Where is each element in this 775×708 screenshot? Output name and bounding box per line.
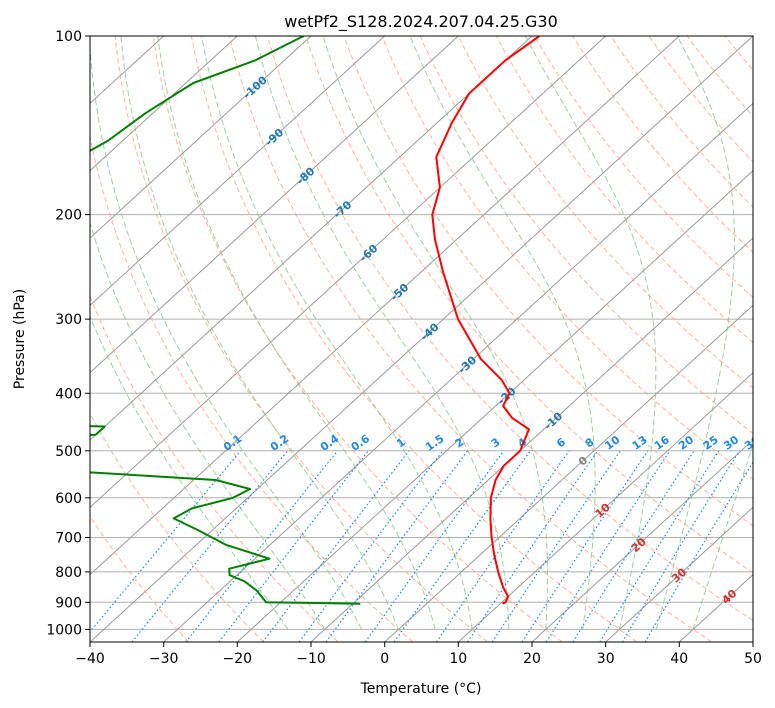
moist-adiabat-line — [409, 36, 596, 630]
moist-adiabat-line — [157, 36, 436, 630]
isotherm-line — [90, 36, 386, 307]
isotherm-line — [90, 36, 312, 239]
dry-adiabat-line — [495, 36, 753, 344]
x-tick-label: −10 — [296, 651, 326, 667]
moist-adiabat-line — [524, 36, 657, 630]
dry-adiabat-line — [190, 36, 638, 642]
y-tick-label: 500 — [55, 444, 82, 460]
isotherm-line — [90, 36, 607, 509]
y-tick-label: 700 — [55, 531, 82, 547]
x-tick-label: 30 — [597, 651, 615, 667]
mixing-ratio-line — [572, 450, 695, 642]
y-tick-label: 400 — [55, 386, 82, 402]
y-tick-label: 100 — [55, 29, 82, 45]
isotherm-line — [163, 102, 753, 642]
isotherm-line — [90, 36, 238, 172]
mixing-ratio-label: 36 — [742, 433, 762, 453]
mixing-ratio-line — [644, 460, 753, 642]
dry-adiabat-line — [90, 515, 190, 642]
mixing-ratio-line — [621, 450, 740, 642]
y-axis-title: Pressure (hPa) — [12, 289, 28, 389]
dry-adiabat-line — [457, 36, 753, 389]
dewpoint-profile-line — [90, 36, 361, 605]
dry-adiabat-line — [381, 36, 753, 481]
y-tick-label: 600 — [55, 491, 82, 507]
dry-adiabat-line — [229, 36, 712, 642]
mixing-ratio-line — [545, 450, 671, 642]
isotherm-line — [457, 371, 753, 642]
x-tick-label: 0 — [380, 651, 389, 667]
x-tick-label: 50 — [744, 651, 762, 667]
x-tick-label: −20 — [223, 651, 253, 667]
dry-adiabat-line — [267, 36, 753, 622]
x-tick-label: −30 — [149, 651, 179, 667]
isotherm-line — [605, 506, 753, 642]
y-tick-label: 1000 — [46, 622, 82, 638]
dry-adiabat-line — [343, 36, 753, 527]
x-tick-label: 40 — [670, 651, 688, 667]
x-axis: −40 −30 −20 −10 0 10 20 30 40 50 — [75, 642, 762, 667]
mixing-ratio-line — [131, 450, 289, 642]
x-tick-label: −40 — [75, 651, 105, 667]
mixing-ratio-line — [364, 450, 505, 642]
moist-adiabat-line — [322, 36, 548, 630]
mixing-ratio-line — [185, 450, 339, 642]
isotherm-line — [384, 304, 753, 642]
x-tick-label: 10 — [449, 651, 467, 667]
x-tick-label: 20 — [523, 651, 541, 667]
dry-adiabat-line — [419, 36, 753, 435]
moist-adiabat-line — [254, 36, 510, 630]
mixing-ratio-line — [467, 450, 599, 642]
isotherm-line — [90, 36, 753, 642]
mixing-ratio-line — [90, 450, 242, 633]
y-tick-label: 300 — [55, 312, 82, 328]
dry-adiabat-line — [648, 36, 753, 163]
dry-adiabat-line — [114, 36, 488, 642]
plot-area: 0.1 0.2 0.4 0.6 1 1.5 2 3 4 6 8 10 13 16 20 25 30 36-100-… — [90, 36, 762, 642]
y-tick-label: 900 — [55, 595, 82, 611]
dry-adiabat-line — [610, 36, 753, 208]
mixing-ratio-line — [599, 450, 720, 642]
isotherm-line — [90, 36, 459, 374]
mixing-ratio-line — [218, 450, 369, 642]
moist-adiabat-line — [120, 36, 399, 630]
x-axis-title: Temperature (°C) — [360, 681, 482, 697]
dry-adiabat-line — [305, 36, 753, 574]
isotherm-line — [90, 36, 533, 441]
dry-adiabat-line — [90, 294, 339, 642]
mixing-ratio-line — [262, 450, 410, 642]
moist-adiabat-line — [90, 39, 363, 630]
y-tick-label: 200 — [55, 208, 82, 224]
y-axis: 100 200 300 400 500 600 700 800 900 1000 — [46, 29, 90, 638]
moist-adiabat-line — [90, 314, 289, 630]
plot-frame — [89, 35, 754, 643]
isotherm-line — [531, 439, 753, 642]
chart-title: wetPf2_S128.2024.207.04.25.G30 — [284, 12, 558, 32]
moist-adiabat-line — [201, 36, 473, 630]
y-tick-label: 800 — [55, 565, 82, 581]
isotherm-line — [90, 36, 680, 576]
temperature-profile-line — [431, 36, 540, 605]
mixing-ratio-line — [393, 450, 531, 642]
isotherm-line — [236, 169, 753, 642]
moist-adiabat-line — [90, 220, 326, 630]
